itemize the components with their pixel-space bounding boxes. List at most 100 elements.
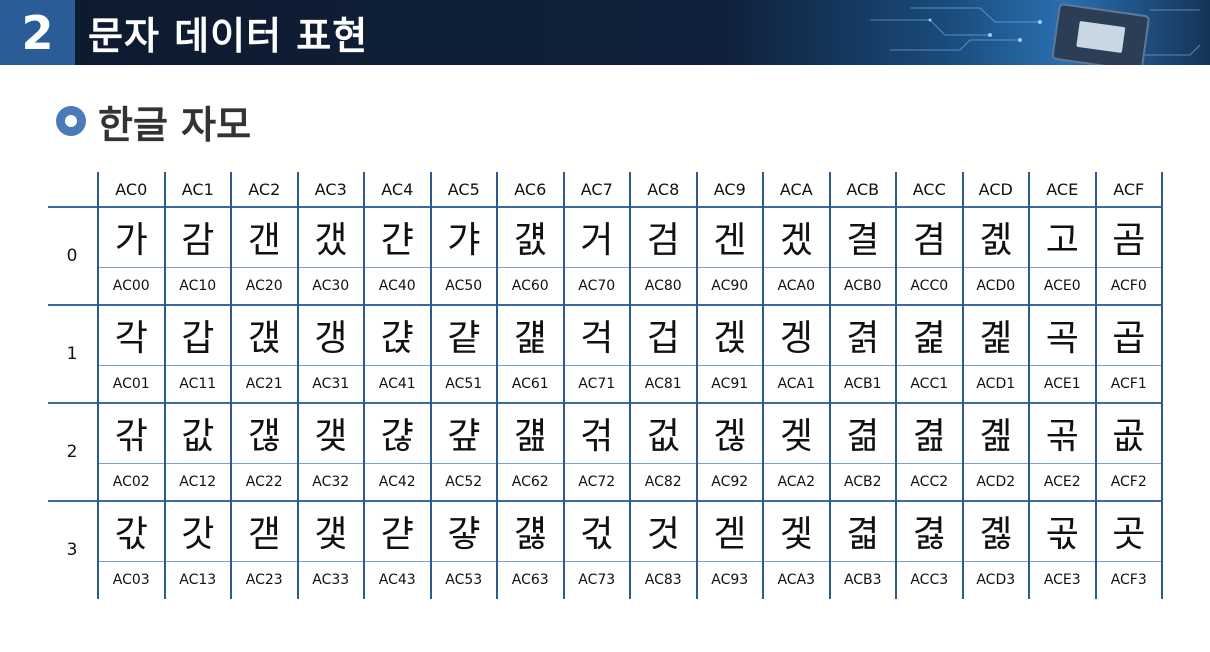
table-cell: 갿 AC43 [364,501,431,599]
table-cell: 곓 ACD3 [963,501,1030,599]
unicode-code: AC03 [112,572,150,588]
hangul-glyph: 겲 [846,416,880,457]
unicode-code: ACE1 [1043,376,1081,392]
hangul-glyph: 결 [846,220,880,261]
table-cell: 거 AC70 [564,207,631,305]
column-divider [429,172,432,599]
unicode-code: AC11 [179,376,217,392]
column-divider [562,172,565,599]
hangul-glyph: 것 [646,514,680,555]
hangul-glyph: 가 [114,220,148,261]
unicode-code: ACF0 [1110,278,1147,294]
hangul-glyph: 겂 [646,416,680,457]
column-divider [1028,172,1030,599]
column-divider [828,172,831,599]
column-header: AC2 [248,180,281,199]
table-cell: 고 ACE0 [1029,207,1096,305]
table-cell: 갃 AC03 [98,501,165,599]
hangul-glyph: 갱 [314,318,348,359]
unicode-code: ACC2 [910,474,949,490]
hangul-glyph: 갾 [380,416,414,457]
table-cell: 곰 ACF0 [1096,207,1163,305]
column-divider [762,172,764,599]
column-divider [296,172,299,599]
table-cell: 겳 ACB3 [830,501,897,599]
table-cell: 갓 AC13 [165,501,232,599]
table-cell: 걱 AC71 [564,305,631,403]
table-cell: 겠 ACA0 [763,207,830,305]
unicode-code: AC62 [511,474,549,490]
hangul-glyph: 갼 [380,220,414,261]
column-header: ACD [978,180,1013,199]
hangul-glyph: 겡 [779,318,813,359]
row-divider [48,304,1162,306]
table-cell: 겐 AC90 [697,207,764,305]
hangul-glyph: 곢 [1045,416,1079,457]
table-cell: 겓 AC93 [697,501,764,599]
hangul-glyph: 고 [1045,220,1079,261]
table-cell: 겢 ACA2 [763,403,830,501]
table-cell: 곱 ACF1 [1096,305,1163,403]
table-cell: 걳 AC73 [564,501,631,599]
unicode-code: ACA3 [777,572,816,588]
unicode-code: ACA0 [777,278,816,294]
column-divider [1161,172,1163,599]
unicode-code: ACF2 [1110,474,1147,490]
table-cell: 걠 AC60 [497,207,564,305]
column-divider [629,172,631,599]
table-cell: 겁 AC81 [630,305,697,403]
hangul-glyph: 곱 [1112,318,1146,359]
hangul-glyph: 곲 [1112,416,1146,457]
unicode-code: AC23 [245,572,283,588]
table-cell: 갢 AC22 [231,403,298,501]
hangul-glyph: 갿 [380,514,414,555]
table-cell: 걑 AC51 [431,305,498,403]
unicode-code: ACB3 [843,572,882,588]
unicode-code: AC91 [711,376,749,392]
hangul-glyph: 곐 [979,220,1013,261]
table-cell: 겡 ACA1 [763,305,830,403]
hangul-glyph: 겵 [912,318,946,359]
table-cell: 갾 AC42 [364,403,431,501]
row-divider [48,402,1162,404]
row-label: 3 [66,540,78,560]
unicode-code: AC52 [445,474,483,490]
table-cell: 결 ACB0 [830,207,897,305]
hangul-glyph: 갣 [247,514,281,555]
unicode-code: AC42 [378,474,416,490]
table-cell: 것 AC83 [630,501,697,599]
slide-header: 2 문자 데이터 표현 [0,0,1210,65]
hangul-glyph: 곡 [1045,318,1079,359]
column-header: AC0 [115,180,148,199]
table-cell: 겑 AC91 [697,305,764,403]
table-cell: 곒 ACD2 [963,403,1030,501]
table-cell: 갡 AC21 [231,305,298,403]
unicode-code: ACF3 [1110,572,1147,588]
hangul-glyph: 걣 [513,514,547,555]
unicode-code: AC43 [378,572,416,588]
column-header: ACC [912,180,946,199]
hangul-glyph: 곒 [979,416,1013,457]
unicode-code: ACE3 [1043,572,1081,588]
hangul-glyph: 겑 [713,318,747,359]
unicode-code: ACE2 [1043,474,1081,490]
unicode-code: AC50 [445,278,483,294]
column-divider [1094,172,1097,599]
unicode-code: AC63 [511,572,549,588]
unicode-code: AC51 [445,376,483,392]
hangul-glyph: 겢 [779,416,813,457]
hangul-glyph: 갃 [114,514,148,555]
hangul-glyph: 갡 [247,318,281,359]
unicode-code: AC81 [644,376,682,392]
unicode-code: AC92 [711,474,749,490]
table-cell: 겂 AC82 [630,403,697,501]
hangul-glyph: 겱 [846,318,880,359]
unicode-code: AC53 [445,572,483,588]
column-header: AC5 [447,180,480,199]
unicode-code: AC33 [312,572,350,588]
hangul-glyph: 겠 [779,220,813,261]
hangul-glyph: 각 [114,318,148,359]
unicode-code: AC12 [179,474,217,490]
table-cell: 갲 AC32 [298,403,365,501]
column-divider [895,172,897,599]
